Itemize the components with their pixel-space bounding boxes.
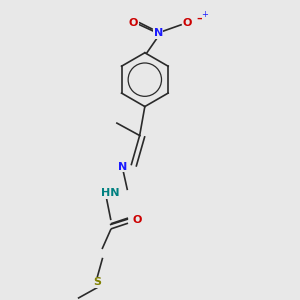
Text: N: N — [118, 162, 128, 172]
Text: S: S — [93, 278, 101, 287]
Text: –: – — [197, 14, 203, 24]
Text: O: O — [183, 18, 192, 28]
Text: O: O — [129, 18, 138, 28]
Text: +: + — [201, 10, 208, 19]
Text: HN: HN — [101, 188, 120, 198]
Text: N: N — [154, 28, 163, 38]
Text: O: O — [133, 215, 142, 225]
